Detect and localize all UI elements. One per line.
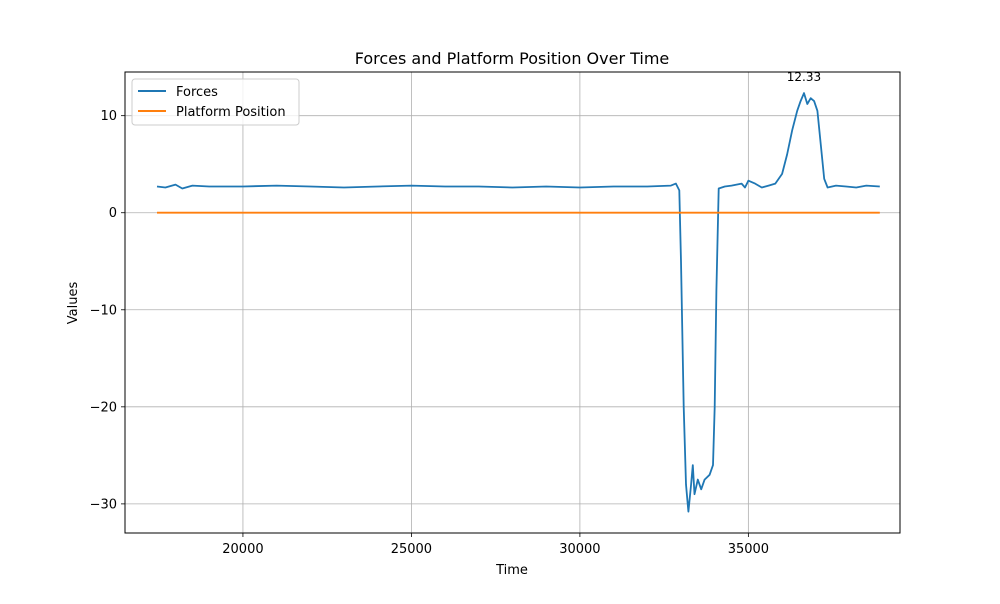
series-layer — [156, 92, 880, 513]
plot-frame — [124, 71, 901, 534]
legend-label-platform-position: Platform Position — [176, 105, 286, 120]
grid — [125, 72, 900, 533]
y-tick-label: −30 — [90, 497, 117, 512]
x-tick-label: 25000 — [391, 542, 432, 557]
y-tick-label: −10 — [90, 303, 117, 318]
x-tick-label: 35000 — [728, 542, 769, 557]
axis-ticks: 20000 25000 30000 35000 10 0 −10 −20 −30 — [90, 109, 769, 557]
y-axis-label: Values — [66, 282, 81, 325]
legend: Forces Platform Position — [131, 78, 300, 126]
legend-label-forces: Forces — [176, 85, 218, 100]
x-tick-label: 30000 — [559, 542, 600, 557]
peak-annotation: 12.33 — [787, 70, 821, 84]
y-tick-label: 10 — [100, 109, 117, 124]
series-line-forces — [156, 92, 880, 513]
legend-box — [131, 78, 300, 126]
chart-title: Forces and Platform Position Over Time — [355, 49, 670, 68]
y-tick-label: 0 — [109, 206, 117, 221]
y-tick-label: −20 — [90, 400, 117, 415]
x-axis-label: Time — [495, 563, 528, 578]
x-tick-label: 20000 — [222, 542, 263, 557]
